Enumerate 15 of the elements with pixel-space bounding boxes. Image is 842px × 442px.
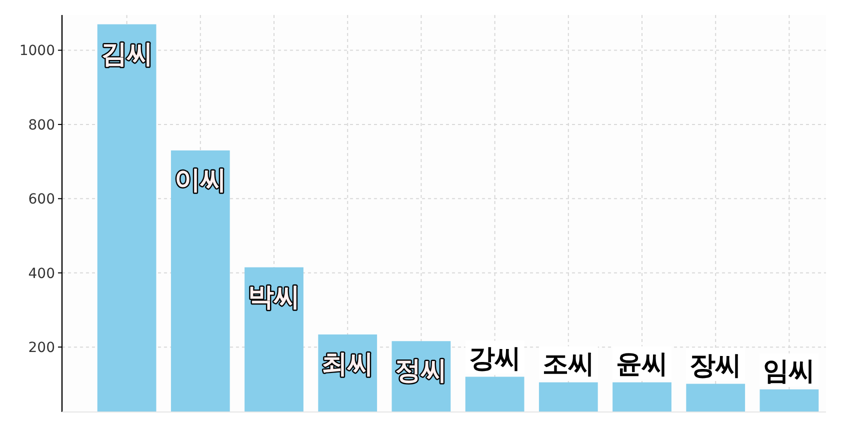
y-tick-label: 1000 (19, 43, 55, 60)
x-tick-label: 조씨 (542, 349, 594, 380)
x-tick-label: 윤씨 (616, 349, 668, 380)
x-tick-label: 김씨 (100, 39, 153, 70)
x-tick-label: 최씨 (322, 349, 374, 380)
y-tick-label: 200 (28, 340, 55, 356)
y-tick-label: 400 (28, 266, 55, 282)
x-tick-label: 장씨 (690, 350, 742, 381)
y-tick-label: 600 (28, 192, 55, 208)
y-tick-label: 800 (28, 117, 55, 134)
x-tick-label: 임씨 (763, 356, 816, 386)
x-tick-label: 강씨 (468, 344, 521, 374)
x-tick-label: 박씨 (248, 282, 300, 312)
x-tick-label: 정씨 (395, 356, 448, 386)
x-tick-label: 이씨 (174, 165, 226, 196)
